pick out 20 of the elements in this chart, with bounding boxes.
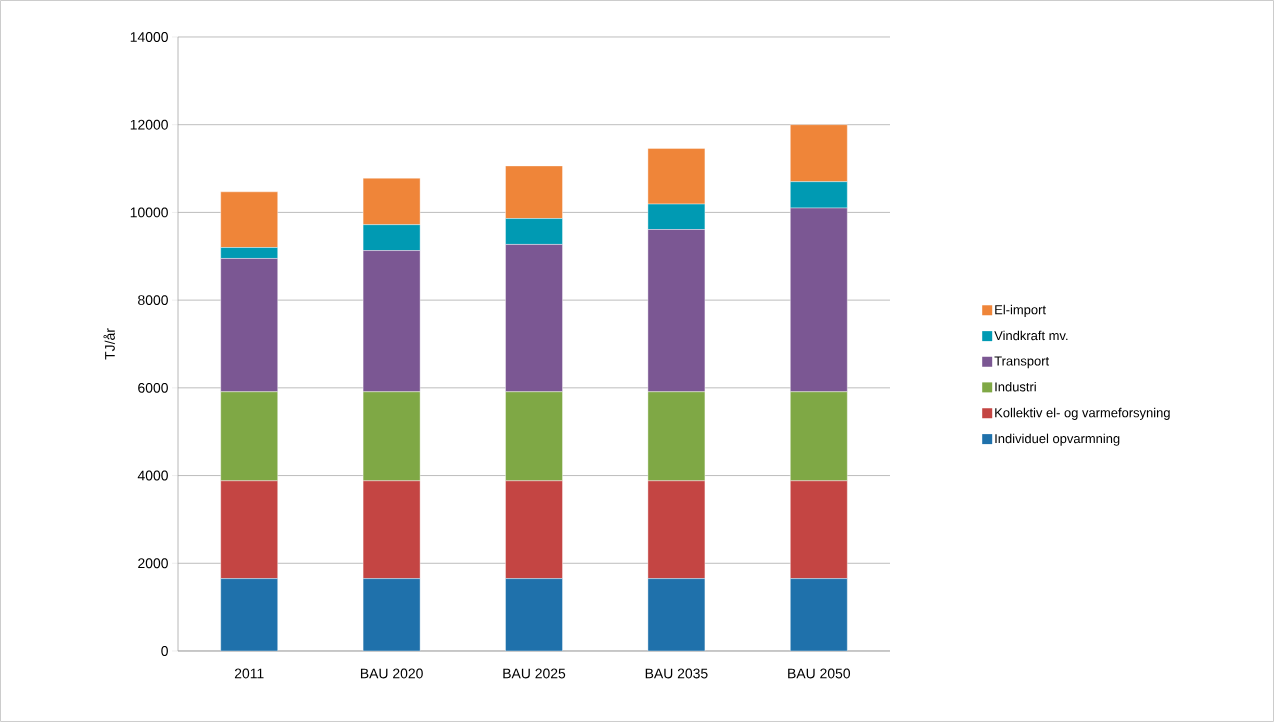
y-tick-label: 2000 (138, 558, 168, 569)
legend-label: Vindkraft mv. (994, 330, 1068, 341)
legend-label: El-import (995, 304, 1046, 317)
legend-label: Industri (995, 381, 1036, 392)
x-tick-label: BAU 2050 (788, 668, 851, 679)
y-tick-label: 12000 (130, 119, 168, 130)
y-tick-label: 8000 (138, 295, 168, 306)
x-tick-label: BAU 2025 (503, 668, 566, 679)
y-tick-label: 10000 (130, 207, 168, 218)
legend-label: Transport (994, 356, 1050, 369)
y-axis-title: TJ/år (103, 328, 115, 360)
y-tick-label: 6000 (138, 382, 168, 393)
x-tick-label: BAU 2035 (645, 668, 708, 679)
x-tick-label: 2011 (234, 668, 264, 679)
legend-label: Individuel opvarmning (995, 433, 1120, 446)
x-tick-label: BAU 2020 (360, 668, 423, 679)
y-tick-label: 14000 (130, 32, 168, 42)
y-tick-label: 4000 (137, 470, 168, 481)
y-tick-label: 0 (161, 646, 168, 656)
legend-label: Kollektiv el- og varmeforsyning (995, 407, 1170, 420)
